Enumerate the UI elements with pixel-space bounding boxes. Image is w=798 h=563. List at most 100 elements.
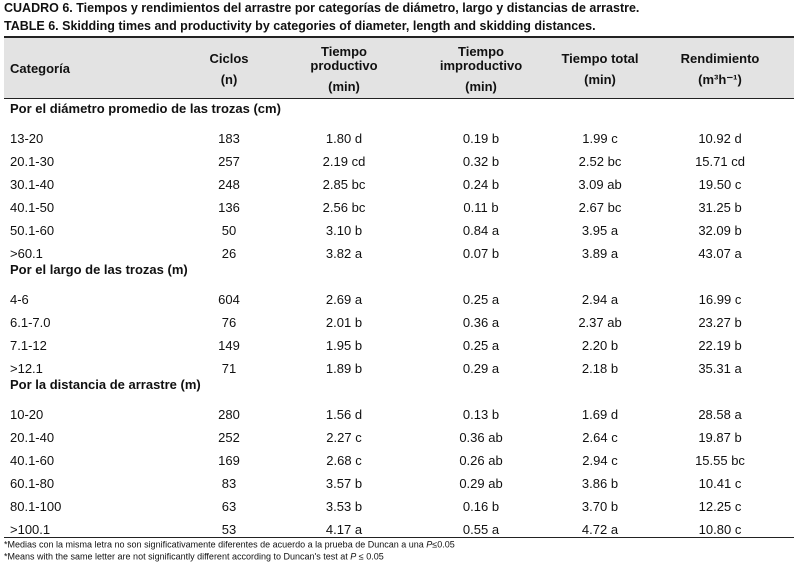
title-es: CUADRO 6. Tiempos y rendimientos del arr… xyxy=(4,1,640,15)
cell: 3.57 b xyxy=(325,476,363,491)
row-label: 7.1-12 xyxy=(10,338,47,353)
cell: 0.13 b xyxy=(462,407,500,422)
cell: 2.37 ab xyxy=(578,315,622,330)
footnote-part: ≤0.05 xyxy=(432,539,455,550)
footnote: *Means with the same letter are not sign… xyxy=(4,552,384,563)
cell: 3.95 a xyxy=(581,223,619,238)
cell: 0.36 a xyxy=(462,315,500,330)
cell: 22.19 b xyxy=(698,338,742,353)
cell: 26 xyxy=(221,246,237,261)
cell: 2.68 c xyxy=(326,453,362,468)
cell: 1.89 b xyxy=(325,361,363,376)
cell: 0.26 ab xyxy=(459,453,503,468)
cell: 35.31 a xyxy=(698,361,742,376)
row-label: 50.1-60 xyxy=(10,223,55,238)
column-header: (min) xyxy=(465,79,497,94)
cell: 1.95 b xyxy=(325,338,363,353)
cell: 2.69 a xyxy=(325,292,363,307)
cell: 3.89 a xyxy=(581,246,619,261)
cell: 2.94 c xyxy=(582,453,618,468)
cell: 1.99 c xyxy=(582,131,618,146)
cell: 31.25 b xyxy=(698,200,742,215)
row-label: 80.1-100 xyxy=(10,499,62,514)
cell: 0.84 a xyxy=(462,223,500,238)
cell: 169 xyxy=(218,453,240,468)
section-label: Por la distancia de arrastre (m) xyxy=(10,377,201,392)
cell: 2.85 bc xyxy=(322,177,366,192)
cell: 3.53 b xyxy=(325,499,363,514)
cell: 3.10 b xyxy=(325,223,363,238)
cell: 2.27 c xyxy=(326,430,362,445)
cell: 3.86 b xyxy=(581,476,619,491)
column-header: Ciclos xyxy=(209,51,249,66)
cell: 43.07 a xyxy=(698,246,742,261)
column-header: (min) xyxy=(328,79,360,94)
column-header: (n) xyxy=(220,72,238,87)
cell: 10.41 c xyxy=(698,476,742,491)
cell: 12.25 c xyxy=(698,499,742,514)
cell: 28.58 a xyxy=(698,407,742,422)
cell: 0.16 b xyxy=(462,499,500,514)
footnote-part: ≤ 0.05 xyxy=(356,551,384,562)
cell: 0.19 b xyxy=(462,131,500,146)
column-header: Categoría xyxy=(10,61,70,76)
column-header: (min) xyxy=(584,72,616,87)
row-label: 10-20 xyxy=(10,407,44,422)
cell: 257 xyxy=(218,154,240,169)
cell: 0.29 a xyxy=(462,361,500,376)
cell: 3.82 a xyxy=(325,246,363,261)
section-label: Por el diámetro promedio de las trozas (… xyxy=(10,101,281,116)
cell: 4.72 a xyxy=(581,522,619,537)
cell: 32.09 b xyxy=(698,223,742,238)
cell: 3.09 ab xyxy=(578,177,622,192)
cell: 1.56 d xyxy=(325,407,363,422)
column-header: (m³h⁻¹) xyxy=(698,72,742,87)
cell: 0.55 a xyxy=(462,522,500,537)
cell: 2.94 a xyxy=(581,292,619,307)
column-header: Tiempo total xyxy=(561,51,639,66)
column-header: improductivo xyxy=(439,58,523,73)
cell: 280 xyxy=(218,407,240,422)
row-label: 60.1-80 xyxy=(10,476,55,491)
footnote-part: *Medias con la misma letra no son signif… xyxy=(4,539,427,550)
row-label: >100.1 xyxy=(10,522,51,537)
cell: 2.20 b xyxy=(581,338,619,353)
cell: 2.19 cd xyxy=(322,154,366,169)
section-label: Por el largo de las trozas (m) xyxy=(10,262,188,277)
row-label: 20.1-40 xyxy=(10,430,55,445)
column-header: Tiempo xyxy=(321,44,367,59)
cell: 0.07 b xyxy=(462,246,500,261)
cell: 50 xyxy=(221,223,237,238)
cell: 19.87 b xyxy=(698,430,742,445)
row-label: 4-6 xyxy=(10,292,29,307)
cell: 248 xyxy=(218,177,240,192)
header-background xyxy=(4,38,794,98)
cell: 0.36 ab xyxy=(459,430,503,445)
cell: 10.92 d xyxy=(698,131,742,146)
cell: 2.64 c xyxy=(582,430,618,445)
cell: 1.69 d xyxy=(581,407,619,422)
row-label: 6.1-7.0 xyxy=(10,315,51,330)
cell: 4.17 a xyxy=(325,522,363,537)
cell: 604 xyxy=(218,292,240,307)
column-header: Rendimiento xyxy=(680,51,760,66)
cell: 2.52 bc xyxy=(578,154,622,169)
footnote-part: *Means with the same letter are not sign… xyxy=(4,551,351,562)
cell: 10.80 c xyxy=(698,522,742,537)
cell: 3.70 b xyxy=(581,499,619,514)
rule xyxy=(4,98,794,99)
row-label: 30.1-40 xyxy=(10,177,55,192)
cell: 149 xyxy=(218,338,240,353)
rule xyxy=(4,36,794,38)
cell: 2.18 b xyxy=(581,361,619,376)
row-label: >12.1 xyxy=(10,361,43,376)
cell: 83 xyxy=(221,476,237,491)
cell: 0.25 a xyxy=(462,292,500,307)
cell: 19.50 c xyxy=(698,177,742,192)
footnote-part: P xyxy=(350,551,357,562)
cell: 0.32 b xyxy=(462,154,500,169)
cell: 15.71 cd xyxy=(695,154,745,169)
row-label: >60.1 xyxy=(10,246,43,261)
column-header: Tiempo xyxy=(458,44,504,59)
